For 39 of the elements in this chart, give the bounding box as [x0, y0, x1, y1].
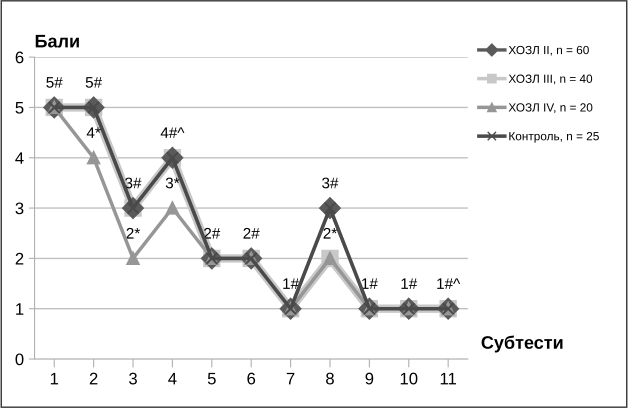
annotation: 2* [324, 228, 337, 239]
y-tick-label: 2 [16, 252, 24, 264]
annotation: 3* [166, 178, 180, 188]
legend-label: ХОЗЛ III, n = 40 [508, 74, 592, 84]
x-tick-label: 4 [168, 372, 177, 384]
annotation: 1# [283, 278, 300, 289]
annotation: 5# [86, 77, 102, 88]
annotation: 2# [243, 228, 260, 239]
annotation: 1#^ [437, 278, 460, 289]
x-tick-label: 9 [366, 372, 374, 384]
x-tick-label: 6 [247, 372, 256, 384]
y-tick-label: 3 [15, 202, 24, 214]
x-tick-label: 8 [326, 372, 334, 384]
x-tick-label: 7 [286, 372, 294, 384]
annotation: 5# [46, 77, 63, 88]
x-tick-label: 10 [400, 372, 418, 384]
x-tick-label: 11 [440, 372, 456, 384]
legend-label: ХОЗЛ IV, n = 20 [508, 103, 592, 114]
annotation: 4#^ [160, 127, 184, 138]
y-axis-title: Бали [36, 34, 79, 48]
annotation: 1# [401, 278, 418, 289]
annotation: 1# [362, 278, 378, 289]
y-tick-label: 5 [16, 102, 24, 114]
y-tick-label: 1 [16, 303, 24, 315]
x-tick-label: 1 [50, 372, 58, 384]
legend-label: ХОЗЛ II, n = 60 [508, 46, 589, 56]
y-tick-label: 4 [15, 152, 24, 164]
annotation: 2# [204, 228, 220, 239]
x-axis-title: Субтести [482, 335, 562, 352]
x-tick-label: 3 [129, 372, 137, 384]
x-tick-label: 2 [90, 372, 98, 384]
x-tick-label: 5 [208, 372, 216, 384]
y-tick-label: 0 [16, 353, 24, 366]
y-tick-label: 6 [16, 52, 24, 64]
legend-label: Контроль, n = 25 [509, 132, 599, 143]
annotation: 4* [86, 127, 101, 138]
annotation: 3# [125, 178, 142, 188]
annotation: 2* [126, 228, 140, 239]
annotation: 3# [322, 178, 338, 188]
